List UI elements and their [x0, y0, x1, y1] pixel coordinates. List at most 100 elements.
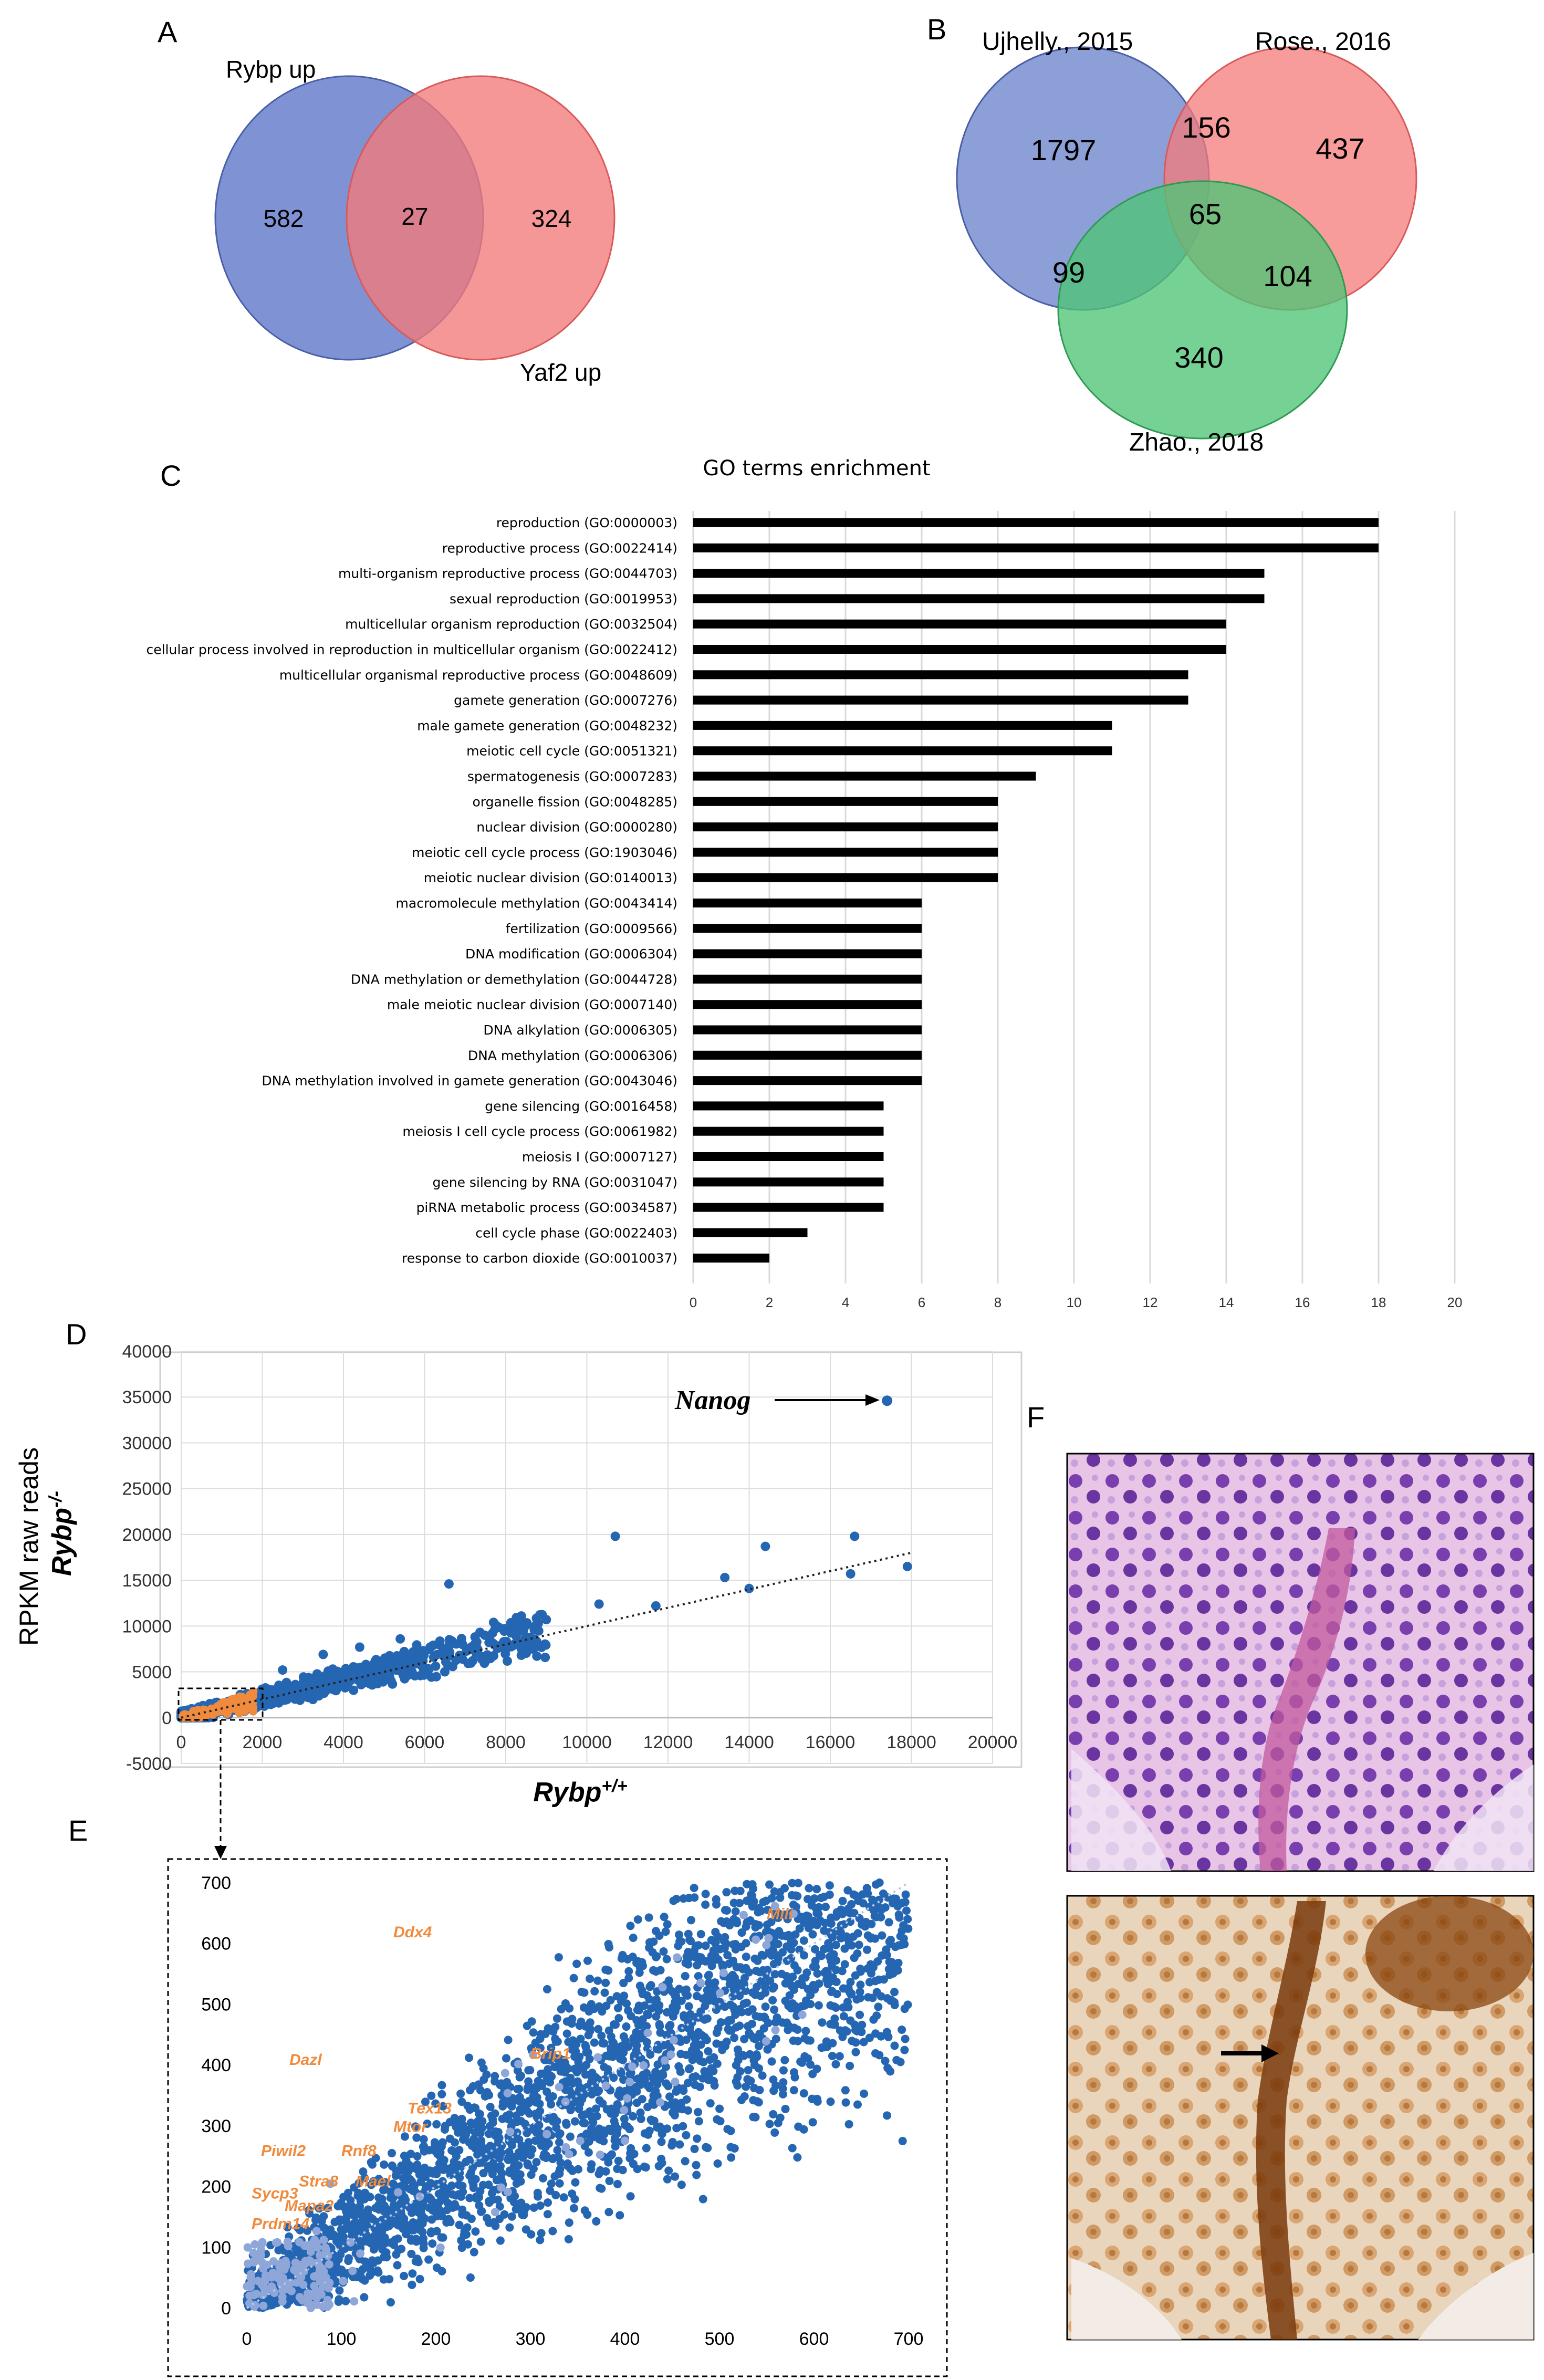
- scatter-d-point: [333, 1670, 343, 1680]
- scatter-e-light-point: [279, 2281, 288, 2290]
- scatter-e-point: [404, 2167, 413, 2176]
- scatter-e-point: [677, 1996, 686, 2005]
- scatter-e-point: [419, 2135, 428, 2144]
- scatter-e-point: [386, 2194, 395, 2202]
- scatter-d-point: [432, 1650, 442, 1659]
- scatter-e-point: [838, 1909, 847, 1918]
- go-category-label: organelle fission (GO:0048285): [473, 794, 677, 809]
- scatter-e-point: [645, 1982, 654, 1991]
- scatter-e-point: [633, 2006, 642, 2014]
- scatter-e-point: [629, 2112, 638, 2121]
- scatter-e-point: [894, 1958, 903, 1967]
- scatter-e-point: [664, 2166, 673, 2175]
- scatter-e-point: [742, 1998, 751, 2007]
- scatter-e-point: [561, 2079, 570, 2088]
- scatter-e-point: [266, 2299, 275, 2308]
- gene-label: Rnf8: [341, 2143, 377, 2160]
- scatter-e-point: [302, 2226, 311, 2235]
- scatter-e-point: [728, 1970, 737, 1979]
- scatter-e-light-point: [620, 2106, 629, 2115]
- venn-b: Ujhelly., 2015 Rose., 2016 Zhao., 2018 1…: [956, 28, 1417, 456]
- scatter-e-point: [677, 2180, 686, 2189]
- scatter-e-point: [551, 2034, 560, 2043]
- scatter-e-light-point: [350, 2297, 359, 2306]
- scatter-d-plot-frame: [159, 1351, 1023, 1768]
- scatter-e-point: [851, 2048, 860, 2057]
- scatter-e-point: [437, 2090, 446, 2099]
- scatter-e-point: [574, 2165, 583, 2174]
- scatter-d-outlier-point: [850, 1531, 860, 1541]
- scatter-e-point: [440, 2156, 448, 2165]
- gene-label: Piwil2: [261, 2143, 306, 2160]
- scatter-e-point: [486, 2103, 495, 2112]
- scatter-e-point: [431, 2099, 440, 2108]
- scatter-e-point: [583, 2210, 592, 2219]
- go-bar: [693, 1126, 884, 1136]
- scatter-e-point: [735, 2021, 744, 2030]
- scatter-e-point: [611, 2142, 620, 2151]
- scatter-e-point: [682, 2131, 691, 2139]
- venn-a-right-count: 324: [531, 205, 572, 232]
- scatter-d-point: [519, 1635, 529, 1645]
- go-x-tick-label: 12: [1143, 1295, 1158, 1310]
- scatter-e-point: [684, 2065, 693, 2074]
- scatter-e-point: [770, 1970, 779, 1979]
- scatter-e-light-point: [596, 2151, 604, 2159]
- scatter-e-point: [644, 1913, 653, 1922]
- scatter-e-point: [664, 2082, 673, 2091]
- scatter-e-point: [548, 2050, 557, 2059]
- scatter-e-point: [655, 1932, 664, 1940]
- scatter-e-point: [758, 2071, 767, 2080]
- scatter-e-point: [533, 2084, 541, 2093]
- scatter-e-point: [526, 2065, 535, 2074]
- scatter-e-point: [420, 2214, 429, 2223]
- venn-b-label-1: Ujhelly., 2015: [982, 28, 1133, 56]
- scatter-e-point: [632, 2087, 641, 2096]
- scatter-e-point: [544, 2024, 552, 2033]
- scatter-d-outlier-point: [318, 1650, 328, 1659]
- scatter-chart-d: 4000035000300002500020000150001000050000…: [122, 1342, 1023, 1774]
- scatter-e-point: [694, 1971, 703, 1980]
- venn-b-label-3: Zhao., 2018: [1129, 429, 1264, 456]
- scatter-e-point: [604, 2208, 613, 2217]
- scatter-e-point: [512, 2205, 520, 2214]
- scatter-e-point: [569, 2204, 578, 2212]
- scatter-e-point: [445, 2134, 454, 2143]
- scatter-e-point: [771, 2018, 780, 2027]
- scatter-e-point: [768, 1984, 777, 1993]
- scatter-e-point: [686, 1937, 695, 1946]
- scatter-e-point: [612, 1992, 621, 2001]
- ihc-micrograph: [1066, 1895, 1535, 2341]
- scatter-d-point: [521, 1621, 531, 1631]
- scatter-e-point: [576, 2034, 585, 2043]
- scatter-e-point: [753, 2052, 761, 2061]
- scatter-e-point: [851, 1891, 860, 1900]
- scatter-e-point: [669, 2012, 677, 2021]
- scatter-e-point: [391, 2236, 400, 2245]
- scatter-e-point: [847, 1900, 856, 1909]
- scatter-e-point: [452, 2191, 461, 2200]
- scatter-e-point: [601, 1965, 610, 1974]
- scatter-d-y-tick-label: 0: [162, 1708, 172, 1728]
- scatter-e-point: [681, 1958, 690, 1967]
- scatter-e-point: [564, 2064, 572, 2073]
- he-lumen: [1071, 1749, 1171, 1871]
- scatter-e-point: [843, 1997, 852, 2006]
- scatter-e-point: [620, 1991, 629, 2000]
- scatter-e-light-point: [326, 2179, 335, 2188]
- scatter-e-point: [788, 2144, 797, 2153]
- scatter-d-point: [380, 1653, 390, 1663]
- scatter-e-point: [637, 2114, 645, 2123]
- scatter-e-light-point: [761, 2037, 770, 2045]
- scatter-e-point: [555, 2179, 564, 2188]
- scatter-e-light-point: [325, 2260, 333, 2269]
- scatter-e-point: [543, 1985, 551, 1993]
- scatter-e-point: [437, 2211, 446, 2220]
- go-category-label: meiotic nuclear division (GO:0140013): [424, 870, 677, 885]
- scatter-e-point: [484, 2180, 493, 2189]
- scatter-e-point: [681, 1971, 690, 1980]
- scatter-e-point: [496, 2166, 505, 2175]
- scatter-e-point: [547, 2179, 556, 2188]
- scatter-d-point: [541, 1640, 551, 1650]
- scatter-e-point: [692, 2170, 701, 2179]
